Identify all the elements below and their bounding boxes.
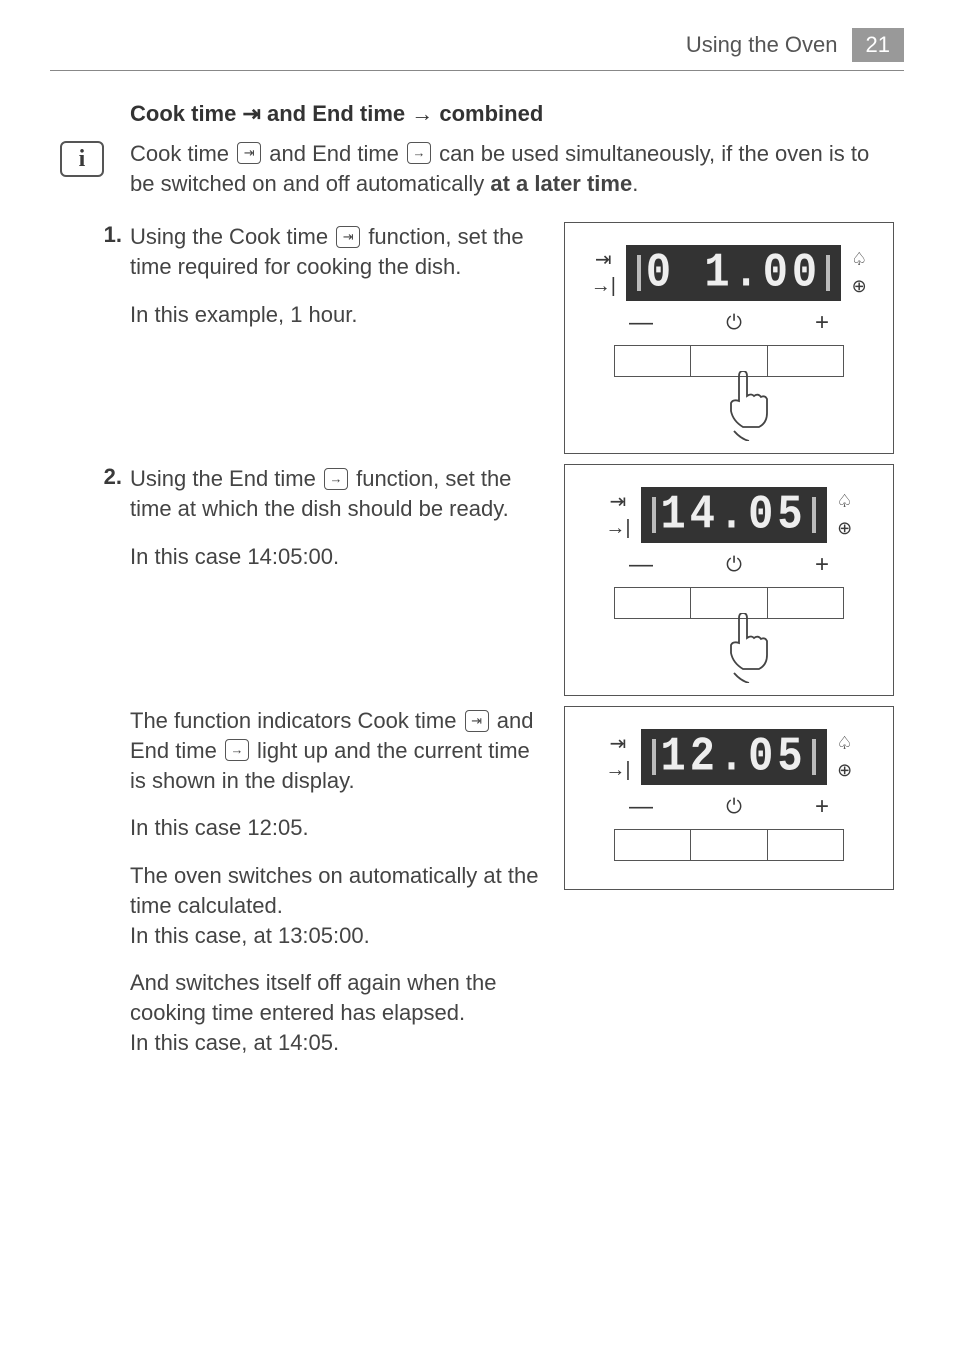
step-text: Using the Cook time ⇥ function, set the … <box>130 222 544 347</box>
plus-button[interactable]: + <box>815 793 829 821</box>
step-2: 2. Using the End time → function, set th… <box>60 464 894 696</box>
step-number: 2. <box>60 464 130 490</box>
lcd-display: 12.05 <box>641 729 827 785</box>
button-bar[interactable] <box>614 829 844 861</box>
lcd-display: 14.05 <box>641 487 827 543</box>
lcd-value: 0 1.00 <box>646 246 821 301</box>
end-time-icon: → <box>407 142 431 164</box>
hand-pointer-icon <box>719 371 779 441</box>
cook-time-icon: ⇥ <box>237 142 261 164</box>
page-header: Using the Oven 21 <box>50 0 904 71</box>
cook-time-indicator-icon: ⇥ <box>595 250 612 270</box>
oven-display-figure-2: ⇥ →| 14.05 ♤ ⊕ — ⏻ + <box>564 464 894 696</box>
power-icon[interactable]: ⏻ <box>726 796 742 819</box>
cook-time-indicator-icon: ⇥ <box>610 734 627 754</box>
page-number: 21 <box>852 28 904 62</box>
page-content: Cook time ⇥ and End time → combined i Co… <box>0 101 954 1075</box>
power-icon[interactable]: ⏻ <box>726 312 742 335</box>
oven-display-figure-3: ⇥ →| 12.05 ♤ ⊕ — ⏻ + <box>564 706 894 890</box>
cook-time-indicator-icon: ⇥ <box>610 492 627 512</box>
end-time-indicator-icon: →| <box>591 276 616 296</box>
bell-icon: ♤ <box>851 249 867 270</box>
info-text: Cook time ⇥ and End time → can be used s… <box>130 139 894 198</box>
lcd-value: 12.05 <box>661 730 807 785</box>
end-time-indicator-icon: →| <box>605 518 630 538</box>
power-icon[interactable]: ⏻ <box>726 554 742 577</box>
title-text: Cook time ⇥ and End time → combined <box>130 101 543 126</box>
followup-block: The function indicators Cook time ⇥ and … <box>130 706 894 1075</box>
end-time-icon: → <box>324 468 348 490</box>
end-time-indicator-icon: →| <box>605 760 630 780</box>
plus-button[interactable]: + <box>815 309 829 337</box>
step-number: 1. <box>60 222 130 248</box>
step-1: 1. Using the Cook time ⇥ function, set t… <box>60 222 894 454</box>
bell-icon: ♤ <box>837 491 853 512</box>
step-text: Using the End time → function, set the t… <box>130 464 544 589</box>
end-time-icon: → <box>225 739 249 761</box>
minus-button[interactable]: — <box>629 551 653 579</box>
hand-pointer-icon <box>719 613 779 683</box>
cook-time-icon: ⇥ <box>465 710 489 732</box>
oven-display-figure-1: ⇥ →| 0 1.00 ♤ ⊕ — ⏻ + <box>564 222 894 454</box>
plus-button[interactable]: + <box>815 551 829 579</box>
bell-icon: ♤ <box>837 733 853 754</box>
header-section-title: Using the Oven <box>686 32 838 58</box>
followup-text: The function indicators Cook time ⇥ and … <box>130 706 544 1075</box>
info-block: i Cook time ⇥ and End time → can be used… <box>60 139 894 198</box>
lcd-display: 0 1.00 <box>626 245 841 301</box>
minus-button[interactable]: — <box>629 793 653 821</box>
lcd-value: 14.05 <box>661 488 807 543</box>
cook-time-icon: ⇥ <box>336 226 360 248</box>
clock-icon: ⊕ <box>852 276 867 297</box>
info-icon: i <box>60 141 104 177</box>
minus-button[interactable]: — <box>629 309 653 337</box>
section-title: Cook time ⇥ and End time → combined <box>130 101 894 127</box>
clock-icon: ⊕ <box>837 518 852 539</box>
clock-icon: ⊕ <box>837 760 852 781</box>
